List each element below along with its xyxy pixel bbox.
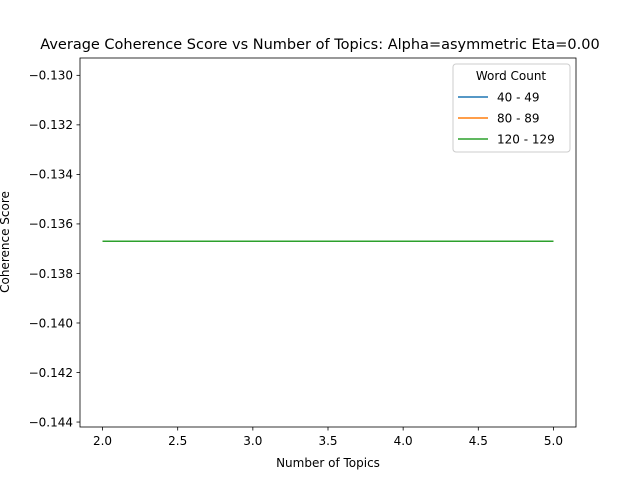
x-tick-label: 3.5 <box>318 434 337 448</box>
y-tick-label: −0.140 <box>29 316 73 330</box>
x-axis-label: Number of Topics <box>276 456 380 470</box>
x-tick-label: 4.0 <box>394 434 413 448</box>
x-tick-label: 4.5 <box>469 434 488 448</box>
y-tick-label: −0.136 <box>29 217 73 231</box>
legend-title: Word Count <box>476 69 547 83</box>
x-tick-label: 3.0 <box>243 434 262 448</box>
legend-entry-2: 120 - 129 <box>497 132 555 146</box>
y-tick-label: −0.138 <box>29 267 73 281</box>
y-axis-label: Coherence Score <box>0 191 12 293</box>
y-tick-label: −0.132 <box>29 118 73 132</box>
y-tick-label: −0.130 <box>29 69 73 83</box>
y-tick-label: −0.142 <box>29 366 73 380</box>
legend-frame <box>452 63 571 153</box>
x-tick-label: 2.5 <box>168 434 187 448</box>
x-tick-label: 2.0 <box>93 434 112 448</box>
legend: Word Count 40 - 49 80 - 89 120 - 129 <box>452 63 571 153</box>
legend-entry-0: 40 - 49 <box>497 90 540 104</box>
y-tick-label: −0.144 <box>29 415 73 429</box>
chart-title: Average Coherence Score vs Number of Top… <box>40 37 599 53</box>
legend-entry-1: 80 - 89 <box>497 111 540 125</box>
plot-area: 2.0 2.5 3.0 3.5 4.0 4.5 5.0 −0.130 −0.132 −0.134 −… <box>29 57 577 448</box>
x-tick-label: 5.0 <box>544 434 563 448</box>
y-tick-label: −0.134 <box>29 168 73 182</box>
